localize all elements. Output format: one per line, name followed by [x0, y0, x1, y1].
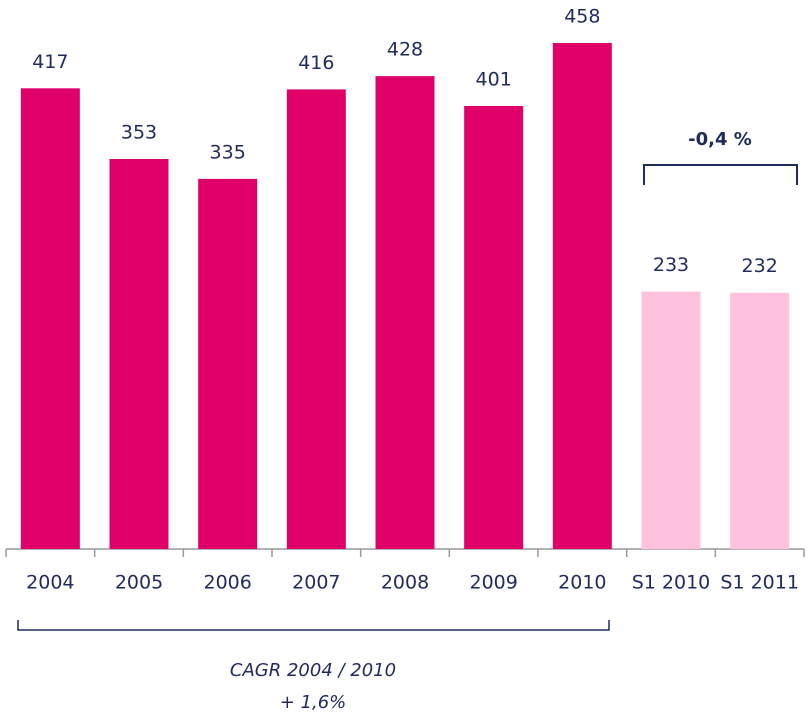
x-tick-label: S1 2010 — [632, 572, 711, 594]
bar — [730, 292, 790, 549]
x-tick-label: 2007 — [292, 572, 340, 594]
bar — [464, 105, 524, 549]
value-label: 417 — [32, 51, 68, 73]
value-label: 335 — [210, 141, 246, 163]
value-label: 428 — [387, 39, 423, 61]
bar — [20, 88, 80, 550]
bar — [286, 89, 346, 550]
bar — [641, 291, 701, 549]
x-tick-label: 2006 — [203, 572, 251, 594]
value-label: 233 — [653, 254, 689, 276]
value-label: 401 — [476, 68, 512, 90]
value-label: 353 — [121, 122, 157, 144]
bar — [109, 159, 169, 549]
cagr-value: + 1,6% — [280, 692, 347, 713]
value-label: 458 — [564, 6, 600, 28]
x-tick-label: 2009 — [469, 572, 517, 594]
x-tick-label: S1 2011 — [720, 572, 799, 594]
cagr-bracket — [17, 620, 610, 631]
bar — [198, 178, 258, 550]
change-annotation: -0,4 % — [688, 129, 752, 150]
x-tick-label: 2008 — [381, 572, 429, 594]
value-label: 232 — [742, 255, 778, 277]
value-label: 416 — [298, 52, 334, 74]
cagr-title: CAGR 2004 / 2010 — [230, 660, 396, 681]
bar — [375, 76, 435, 549]
x-tick-label: 2010 — [558, 572, 606, 594]
x-tick-label: 2004 — [26, 572, 74, 594]
change-bracket — [643, 164, 798, 185]
x-tick-label: 2005 — [115, 572, 163, 594]
bar — [552, 43, 612, 549]
